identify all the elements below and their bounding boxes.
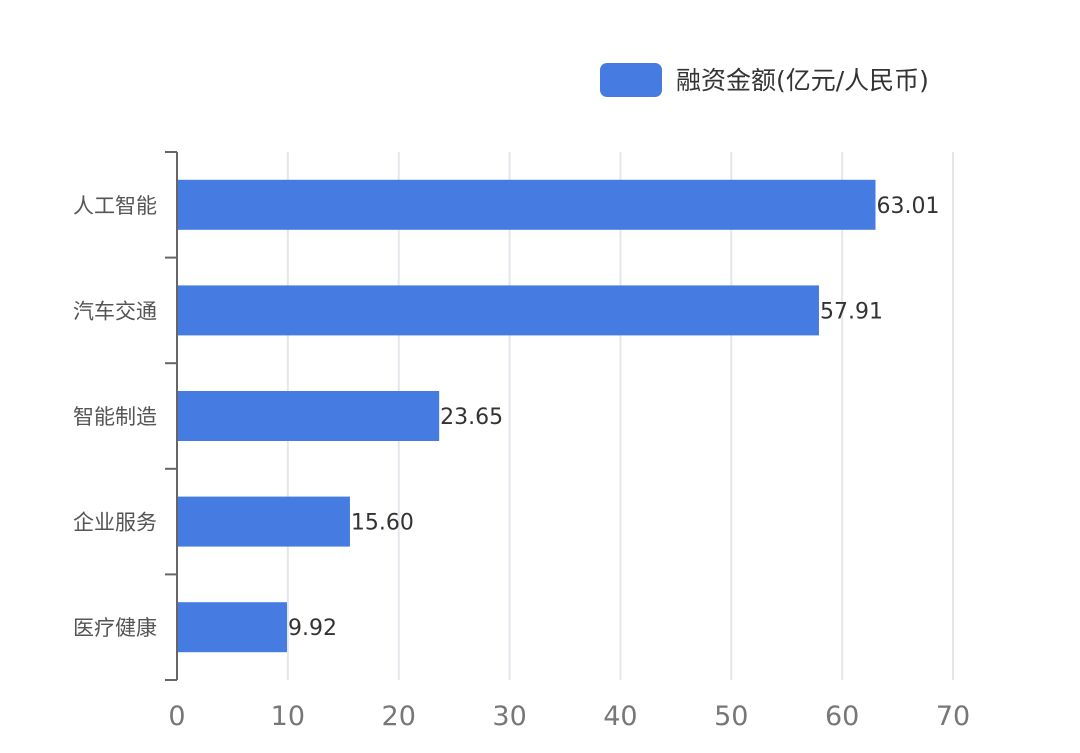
value-label: 63.01	[877, 194, 940, 219]
x-tick-label: 60	[825, 701, 859, 732]
category-label: 汽车交通	[73, 299, 157, 323]
category-label: 医疗健康	[73, 616, 157, 640]
bar	[177, 496, 350, 547]
x-tick-label: 0	[168, 701, 185, 732]
value-label: 57.91	[820, 299, 883, 324]
category-label: 人工智能	[73, 194, 157, 218]
grid-lines	[286, 152, 954, 680]
x-tick-label: 50	[714, 701, 748, 732]
bar	[177, 285, 819, 336]
category-label: 智能制造	[73, 405, 157, 429]
x-tick-label: 20	[382, 701, 416, 732]
x-tick-label: 10	[271, 701, 305, 732]
bar	[177, 602, 287, 653]
legend-swatch	[600, 63, 662, 97]
value-label: 9.92	[288, 616, 337, 641]
bar	[177, 391, 440, 441]
legend-label: 融资金额(亿元/人民币)	[676, 66, 929, 95]
value-label: 23.65	[440, 405, 503, 430]
value-label: 15.60	[351, 511, 414, 536]
bars: 63.01 57.91 23.65 15.60 9.92	[177, 179, 940, 653]
x-tick-label: 40	[603, 701, 637, 732]
bar	[177, 179, 876, 230]
x-tick-label: 30	[492, 701, 526, 732]
legend[interactable]: 融资金额(亿元/人民币)	[600, 63, 929, 97]
x-tick-label: 70	[936, 701, 970, 732]
category-label: 企业服务	[73, 511, 157, 535]
